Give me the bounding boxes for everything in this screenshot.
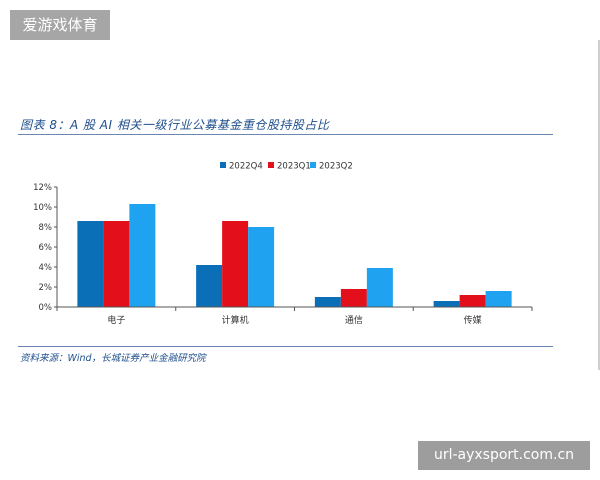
y-axis: 0% 2% 4% 6% 8% 10% 12% xyxy=(33,183,58,313)
bars xyxy=(77,204,512,307)
y-tick-label: 0% xyxy=(39,303,53,313)
bar xyxy=(129,204,156,307)
bar xyxy=(459,295,486,307)
bar xyxy=(77,221,104,307)
bar-chart: 2022Q4 2023Q1 2023Q2 0% 2% 4% 6% 8% 10% 12% 电子 计算… xyxy=(33,162,533,326)
legend-label: 2023Q2 xyxy=(319,162,353,172)
bar xyxy=(222,221,249,307)
bar xyxy=(314,297,341,307)
legend-swatch xyxy=(268,162,274,168)
x-tick-label: 传媒 xyxy=(464,314,482,326)
y-tick-label: 8% xyxy=(39,223,53,233)
page-edge xyxy=(598,40,600,370)
x-axis: 电子 计算机 通信 传媒 xyxy=(56,306,533,326)
bar xyxy=(340,289,367,307)
watermark-top: 爱游戏体育 xyxy=(10,10,110,40)
y-tick-label: 10% xyxy=(33,203,52,213)
legend-label: 2023Q1 xyxy=(277,162,311,172)
bottom-rule xyxy=(18,346,553,347)
x-tick-label: 电子 xyxy=(107,314,125,326)
y-tick-label: 2% xyxy=(39,283,53,293)
x-tick-label: 计算机 xyxy=(222,314,249,326)
bar xyxy=(196,265,223,307)
y-tick-label: 4% xyxy=(39,263,53,273)
legend-swatch xyxy=(310,162,316,168)
y-tick-label: 6% xyxy=(39,243,53,253)
bar xyxy=(433,301,460,307)
figure-title: 图表 8：A 股 AI 相关一级行业公募基金重仓股持股占比 xyxy=(20,118,330,132)
y-tick-label: 12% xyxy=(33,183,52,193)
chart-legend: 2022Q4 2023Q1 2023Q2 xyxy=(220,162,353,172)
bar xyxy=(103,221,130,307)
legend-swatch xyxy=(220,162,226,168)
bar xyxy=(248,227,275,307)
x-tick-label: 通信 xyxy=(345,314,363,326)
legend-label: 2022Q4 xyxy=(229,162,263,172)
watermark-bottom: url-ayxsport.com.cn xyxy=(418,441,590,470)
top-rule xyxy=(18,134,553,135)
source-note: 资料来源：Wind，长城证券产业金融研究院 xyxy=(20,353,206,364)
bar xyxy=(485,291,512,307)
bar xyxy=(366,268,393,307)
